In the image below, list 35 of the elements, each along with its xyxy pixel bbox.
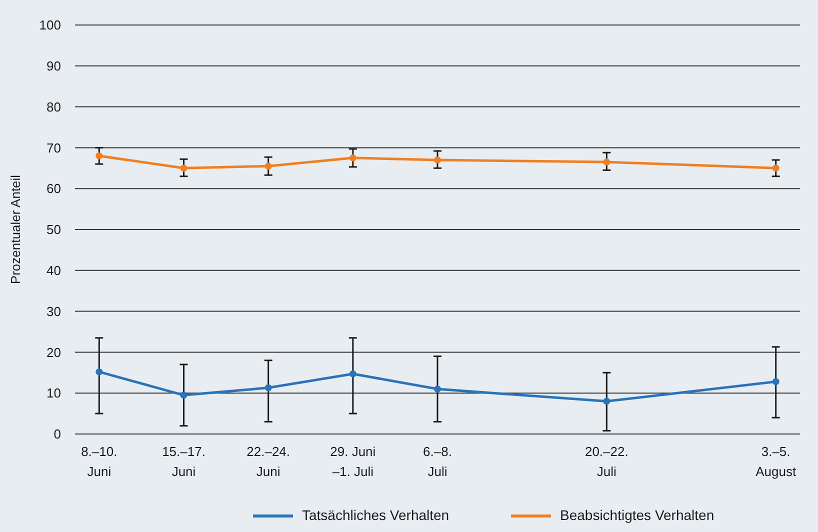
- point: [180, 164, 188, 172]
- legend-label: Tatsächliches Verhalten: [302, 507, 450, 523]
- point: [349, 154, 356, 162]
- point: [180, 392, 188, 399]
- x-tick-label: 3.–5. August: [756, 444, 796, 479]
- point: [96, 152, 103, 160]
- x-tick-label: 29. Juni –1. Juli: [330, 444, 376, 479]
- y-tick-label: 80: [46, 99, 61, 114]
- y-tick-label: 90: [46, 58, 61, 74]
- y-tick-label: 0: [54, 426, 61, 442]
- x-tick-label: 20.–22. Juli: [584, 444, 628, 479]
- x-tick-label: 6.–8. Juli: [423, 444, 452, 479]
- point: [772, 378, 780, 386]
- point: [96, 368, 103, 376]
- y-tick-label: 20: [46, 344, 61, 360]
- y-tick-label: 100: [39, 18, 61, 33]
- y-tick-label: 60: [46, 181, 61, 196]
- y-tick-label: 10: [46, 386, 61, 401]
- legend-label: Beabsichtigtes Verhalten: [560, 507, 714, 523]
- point: [603, 158, 610, 166]
- x-tick-label: 8.–10. Juni: [81, 444, 118, 479]
- y-tick-label: 30: [46, 304, 61, 319]
- point: [264, 384, 272, 392]
- y-axis-title: Prozentualer Anteil: [8, 174, 23, 284]
- y-tick-label: 70: [46, 140, 61, 156]
- point: [772, 164, 780, 172]
- point: [434, 386, 441, 393]
- y-tick-label: 50: [46, 222, 61, 238]
- x-tick-label: 15.–17. Juni: [162, 444, 206, 479]
- point: [349, 370, 356, 378]
- x-tick-label: 22.–24. Juni: [246, 444, 290, 479]
- point: [264, 162, 272, 170]
- point: [434, 156, 441, 164]
- y-tick-label: 40: [46, 262, 61, 278]
- point: [603, 398, 610, 405]
